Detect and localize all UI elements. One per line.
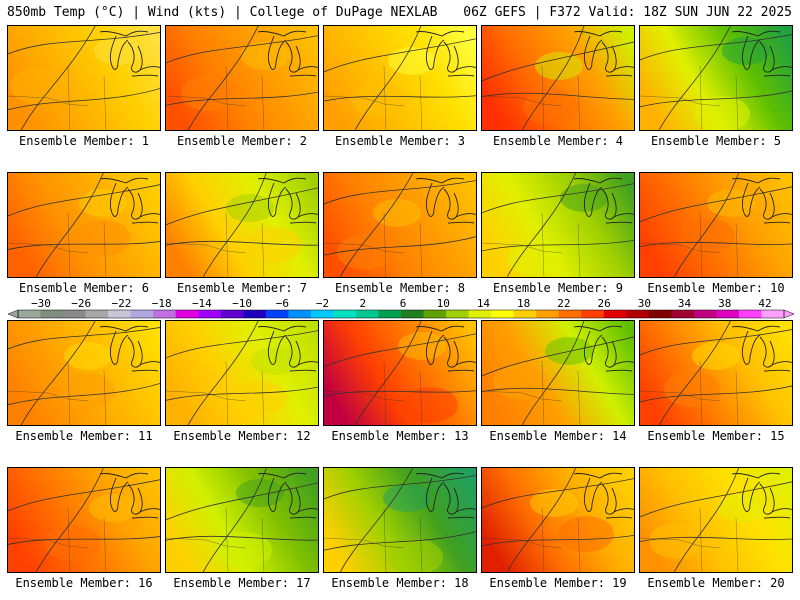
colorbar-segment xyxy=(603,310,627,318)
ensemble-member-map xyxy=(481,172,635,278)
colorbar-segment xyxy=(355,310,379,318)
colorbar-segment xyxy=(446,310,470,318)
colorbar-segment xyxy=(716,310,740,318)
colorbar-tick-label: 38 xyxy=(718,297,731,310)
ensemble-member-label: Ensemble Member: 20 xyxy=(647,576,785,590)
colorbar-tick-label: −26 xyxy=(71,297,91,310)
colorbar-segment xyxy=(693,310,717,318)
ensemble-member-label: Ensemble Member: 7 xyxy=(176,281,308,295)
colorbar-tick-label: −14 xyxy=(192,297,212,310)
colorbar-tick-label: −30 xyxy=(31,297,51,310)
ensemble-member-map xyxy=(639,25,793,131)
colorbar-tick-label: 22 xyxy=(557,297,570,310)
colorbar-segment xyxy=(738,310,762,318)
ensemble-member-map xyxy=(323,172,477,278)
ensemble-member-map xyxy=(323,320,477,426)
colorbar-segment xyxy=(648,310,672,318)
ensemble-member-label: Ensemble Member: 5 xyxy=(650,134,782,148)
ensemble-member-label: Ensemble Member: 17 xyxy=(173,576,311,590)
ensemble-member-label: Ensemble Member: 6 xyxy=(18,281,150,295)
colorbar-segment xyxy=(761,310,785,318)
colorbar-segment xyxy=(671,310,695,318)
ensemble-member-map xyxy=(165,25,319,131)
colorbar-segment xyxy=(558,310,582,318)
colorbar-segment xyxy=(108,310,132,318)
colorbar-tick-label: −22 xyxy=(112,297,132,310)
temperature-colorbar: −30 −26 −22 −18 −14 −10 −6 −2 2 6 10 14 18 22 26 30 34 38… xyxy=(0,297,800,320)
ensemble-member-label: Ensemble Member: 14 xyxy=(489,429,627,443)
ensemble-member-label: Ensemble Member: 13 xyxy=(331,429,469,443)
ensemble-member-map xyxy=(481,467,635,573)
colorbar-tick-label: −18 xyxy=(152,297,172,310)
ensemble-member-map xyxy=(165,172,319,278)
colorbar-tick-label: −2 xyxy=(316,297,329,310)
colorbar-tick-label: 6 xyxy=(400,297,407,310)
colorbar-right-arrow xyxy=(783,309,795,319)
colorbar-segment xyxy=(288,310,312,318)
colorbar-segment xyxy=(333,310,357,318)
ensemble-member-map xyxy=(481,320,635,426)
colorbar-segment xyxy=(581,310,605,318)
ensemble-member-map xyxy=(639,172,793,278)
ensemble-member-label: Ensemble Member: 1 xyxy=(18,134,150,148)
ensemble-member-map xyxy=(7,320,161,426)
colorbar-segment xyxy=(198,310,222,318)
ensemble-member-label: Ensemble Member: 11 xyxy=(15,429,153,443)
colorbar-segment xyxy=(243,310,267,318)
ensemble-member-map xyxy=(481,25,635,131)
colorbar-tick-label: 34 xyxy=(678,297,692,310)
colorbar-segment xyxy=(626,310,650,318)
colorbar-segment xyxy=(40,310,64,318)
ensemble-member-map xyxy=(7,25,161,131)
colorbar-tick-label: −6 xyxy=(276,297,289,310)
ensemble-member-map xyxy=(165,467,319,573)
colorbar-segment xyxy=(153,310,177,318)
colorbar-tick-label: −10 xyxy=(232,297,252,310)
colorbar-segment xyxy=(491,310,515,318)
ensemble-member-label: Ensemble Member: 8 xyxy=(334,281,466,295)
ensemble-member-label: Ensemble Member: 12 xyxy=(173,429,311,443)
ensemble-member-label: Ensemble Member: 10 xyxy=(647,281,785,295)
colorbar-segment xyxy=(18,310,42,318)
colorbar-segment xyxy=(175,310,199,318)
ensemble-member-label: Ensemble Member: 19 xyxy=(489,576,627,590)
ensemble-member-label: Ensemble Member: 2 xyxy=(176,134,308,148)
model-run-info: 06Z GEFS | F372 Valid: 18Z SUN JUN 22 20… xyxy=(463,5,792,20)
ensemble-member-map xyxy=(323,25,477,131)
colorbar-segment xyxy=(401,310,425,318)
ensemble-member-map xyxy=(7,467,161,573)
colorbar-tick-label: 30 xyxy=(638,297,651,310)
colorbar-segment xyxy=(130,310,154,318)
ensemble-member-label: Ensemble Member: 9 xyxy=(492,281,624,295)
colorbar-segment xyxy=(310,310,334,318)
chart-title: 850mb Temp (°C) | Wind (kts) | College o… xyxy=(7,5,438,20)
ensemble-member-map xyxy=(323,467,477,573)
colorbar-segment xyxy=(423,310,447,318)
colorbar-tick-label: 26 xyxy=(597,297,610,310)
colorbar-tick-label: 2 xyxy=(359,297,366,310)
colorbar-segment xyxy=(63,310,87,318)
colorbar-segment xyxy=(378,310,402,318)
colorbar-left-arrow xyxy=(7,309,19,319)
ensemble-member-label: Ensemble Member: 16 xyxy=(15,576,153,590)
ensemble-member-label: Ensemble Member: 18 xyxy=(331,576,469,590)
ensemble-member-label: Ensemble Member: 15 xyxy=(647,429,785,443)
ensemble-member-map xyxy=(7,172,161,278)
colorbar-tick-label: 42 xyxy=(758,297,771,310)
colorbar-tick-label: 10 xyxy=(437,297,450,310)
colorbar-segment xyxy=(220,310,244,318)
colorbar-segment xyxy=(513,310,537,318)
ensemble-member-map xyxy=(639,467,793,573)
colorbar-segment xyxy=(265,310,289,318)
colorbar-segment xyxy=(536,310,560,318)
ensemble-member-label: Ensemble Member: 3 xyxy=(334,134,466,148)
ensemble-member-label: Ensemble Member: 4 xyxy=(492,134,624,148)
colorbar-tick-label: 14 xyxy=(477,297,491,310)
colorbar-tick-label: 18 xyxy=(517,297,530,310)
colorbar-segment xyxy=(468,310,492,318)
colorbar-segment xyxy=(85,310,109,318)
ensemble-member-map xyxy=(639,320,793,426)
ensemble-member-map xyxy=(165,320,319,426)
